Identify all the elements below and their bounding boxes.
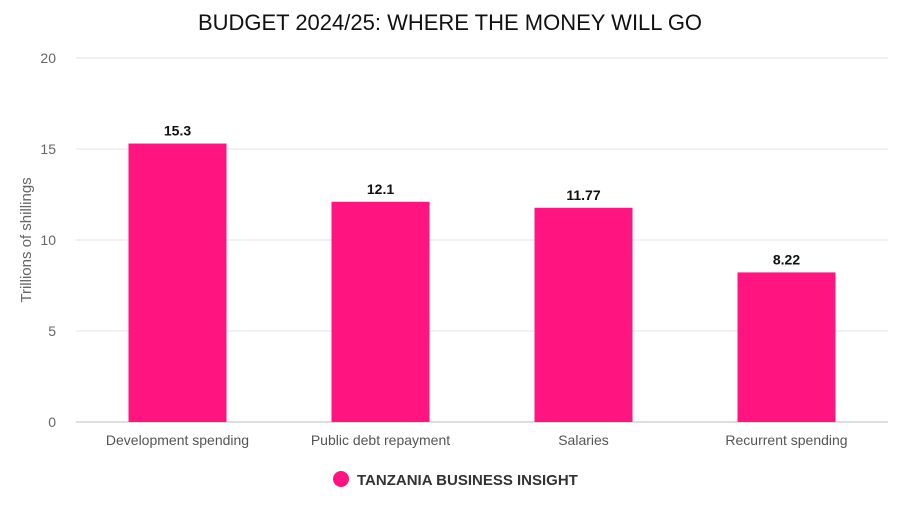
y-tick-label: 10 [40,232,56,248]
y-tick-label: 15 [40,141,56,157]
bar [128,143,227,423]
x-axis-ticks: Development spending Public debt repaymen… [106,432,848,448]
legend: TANZANIA BUSINESS INSIGHT [333,471,578,489]
legend-label: TANZANIA BUSINESS INSIGHT [357,472,578,489]
y-tick-label: 20 [40,50,56,66]
data-labels: 15.3 12.1 11.77 8.22 [164,123,800,268]
bar [331,201,430,422]
x-tick-label: Recurrent spending [725,432,847,448]
y-axis-ticks: 0 5 10 15 20 [40,50,56,430]
legend-marker [333,471,349,487]
y-tick-label: 5 [48,323,56,339]
data-label: 15.3 [164,123,191,139]
data-label: 11.77 [566,187,600,203]
bars [128,143,836,423]
data-label: 8.22 [773,251,800,267]
bar [737,272,836,422]
chart-title: BUDGET 2024/25: WHERE THE MONEY WILL GO [198,10,702,35]
y-tick-label: 0 [48,414,56,430]
x-tick-label: Public debt repayment [311,432,450,448]
x-tick-label: Salaries [558,432,609,448]
bar [534,207,633,422]
data-label: 12.1 [367,181,394,197]
y-axis-label: Trillions of shillings [18,177,35,302]
x-tick-label: Development spending [106,432,249,448]
